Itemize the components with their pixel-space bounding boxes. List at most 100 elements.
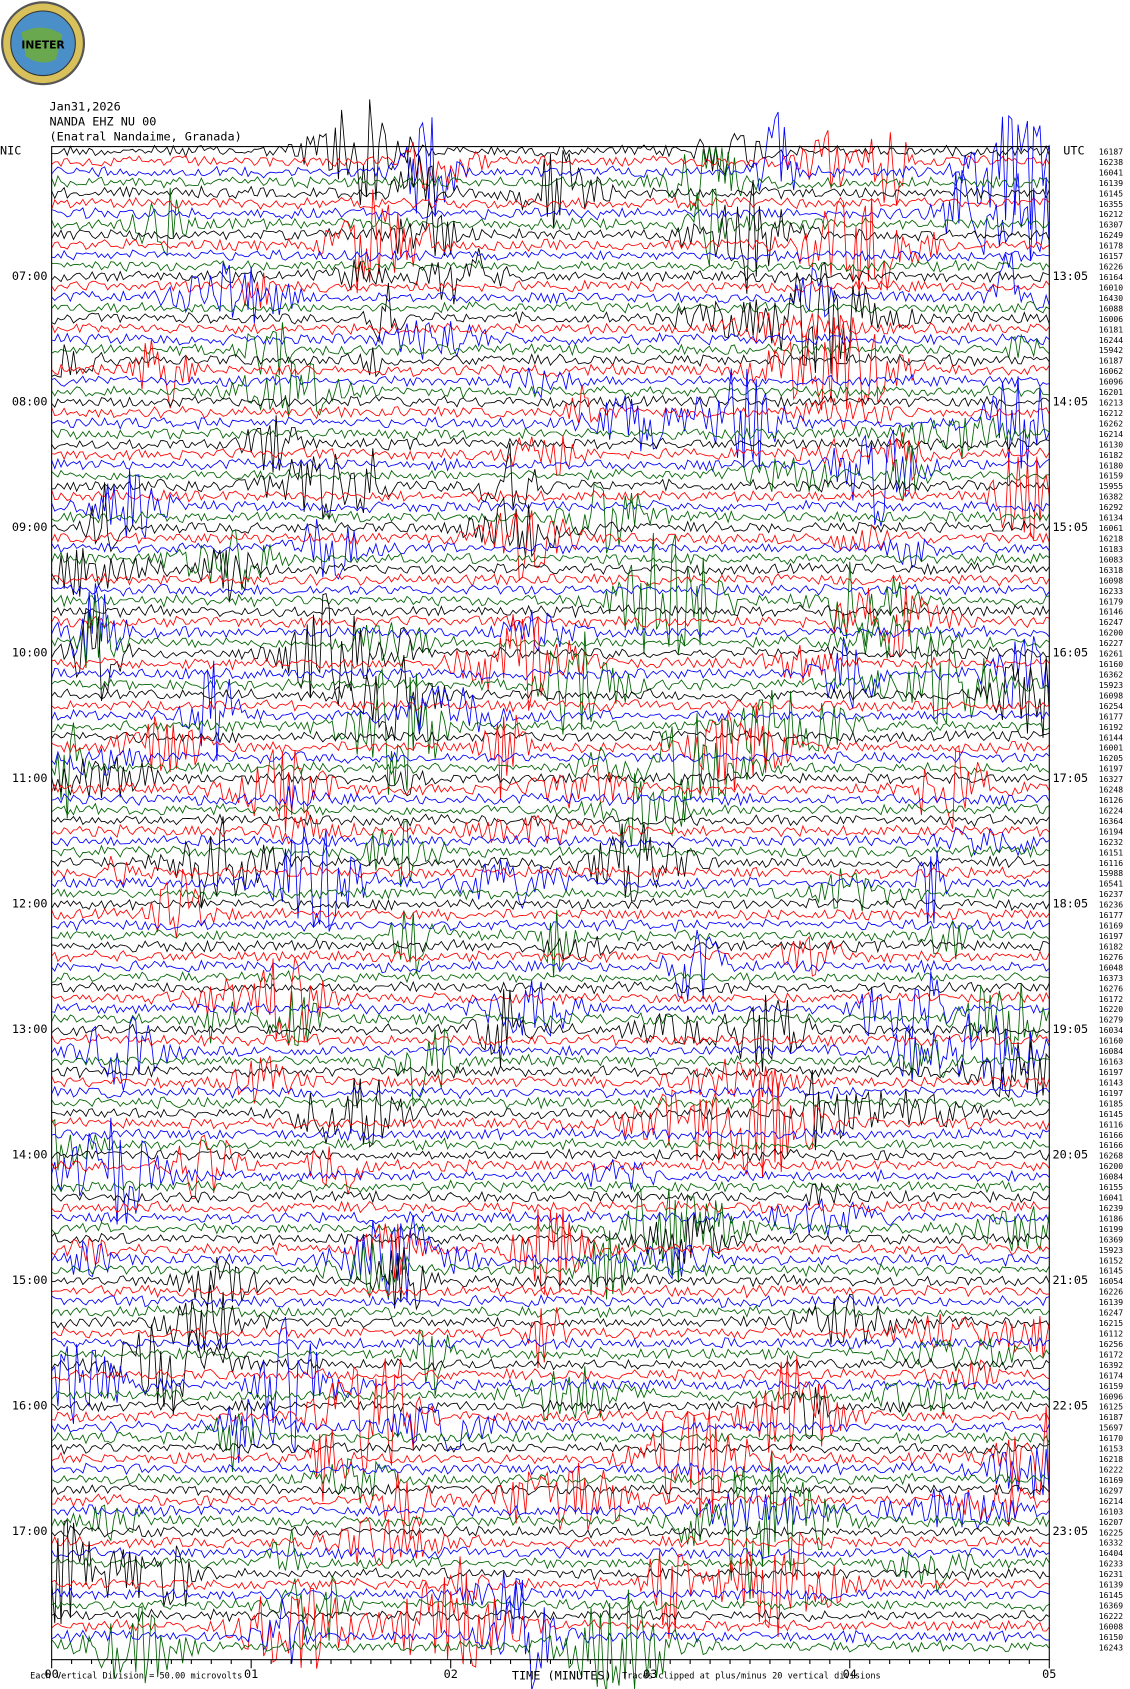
trace [51, 980, 1050, 995]
trace [51, 1316, 1050, 1453]
trace-value: 16125 [1099, 1403, 1123, 1412]
right-time-label: 17:05 [1053, 771, 1089, 785]
left-time-label: 09:00 [12, 520, 48, 534]
trace-value: 16177 [1099, 911, 1123, 920]
trace [51, 384, 1050, 431]
trace-value: 16364 [1099, 817, 1123, 826]
logo: INETER [1, 1, 86, 86]
trace-value: 16163 [1099, 1058, 1123, 1067]
trace [51, 583, 1050, 597]
trace [51, 1516, 1050, 1567]
trace [51, 936, 1050, 963]
trace [51, 1148, 1050, 1163]
trace [51, 368, 1050, 470]
right-time-label: 20:05 [1053, 1148, 1089, 1162]
trace [51, 929, 1050, 1000]
trace [51, 1070, 1050, 1151]
trace-value: 15942 [1099, 346, 1123, 355]
trace-value: 16276 [1099, 984, 1123, 993]
trace-value: 16172 [1099, 1350, 1123, 1359]
date: Jan31,2026 [50, 99, 121, 113]
trace [51, 1294, 1050, 1309]
trace-value: 16292 [1099, 503, 1123, 512]
trace-value: 16247 [1099, 618, 1123, 627]
trace-value: 16048 [1099, 963, 1123, 972]
trace [51, 344, 1050, 378]
trace [51, 1188, 1050, 1282]
right-time-label: 14:05 [1053, 394, 1089, 408]
trace [51, 360, 1050, 417]
trace [51, 1118, 1050, 1171]
trace [51, 1247, 1050, 1311]
trace [51, 1013, 1050, 1091]
trace [51, 519, 1050, 580]
trace-value: 16159 [1099, 472, 1123, 481]
trace-value: 16083 [1099, 555, 1123, 564]
trace-value: 16233 [1099, 1560, 1123, 1569]
right-time-label: 19:05 [1053, 1022, 1089, 1036]
trace [51, 529, 1050, 590]
trace-value: 16139 [1099, 179, 1123, 188]
trace [51, 747, 1050, 776]
trace [51, 469, 1050, 539]
trace-value: 16238 [1099, 158, 1123, 167]
trace [51, 1284, 1050, 1299]
trace [51, 614, 1050, 711]
trace-value: 16179 [1099, 597, 1123, 606]
trace-value: 16297 [1099, 1486, 1123, 1495]
trace-value: 16261 [1099, 650, 1123, 659]
trace-value: 16084 [1099, 1173, 1123, 1182]
trace-value: 16197 [1099, 1089, 1123, 1098]
trace-value: 16222 [1099, 1612, 1123, 1621]
trace-value: 16392 [1099, 1361, 1123, 1370]
trace [51, 248, 1050, 305]
left-time-label: 17:00 [12, 1524, 48, 1538]
trace [51, 1451, 1050, 1600]
trace-value: 16041 [1099, 168, 1123, 177]
right-time-label: 16:05 [1053, 646, 1089, 660]
trace [51, 1208, 1050, 1296]
trace-value: 16155 [1099, 1183, 1123, 1192]
trace [51, 1055, 1050, 1104]
trace-value: 16244 [1099, 336, 1123, 345]
traces [51, 99, 1050, 1689]
trace [51, 636, 1050, 710]
trace-value: 16382 [1099, 493, 1123, 502]
trace-value: 16170 [1099, 1434, 1123, 1443]
trace [51, 1366, 1050, 1421]
trace-value: 16096 [1099, 1392, 1123, 1401]
trace [51, 533, 1050, 655]
clip-note: Traces clipped at plus/minus 20 vertical… [622, 1671, 881, 1681]
trace [51, 909, 1050, 977]
left-time-label: 11:00 [12, 771, 48, 785]
trace-value: 16239 [1099, 1204, 1123, 1213]
trace-value: 16139 [1099, 1581, 1123, 1590]
trace-value: 16098 [1099, 691, 1123, 700]
trace-value: 16134 [1099, 514, 1123, 523]
trace [51, 1181, 1050, 1206]
trace [51, 320, 1050, 360]
trace [51, 1355, 1050, 1475]
trace-value: 16174 [1099, 1371, 1123, 1380]
trace-value: 16226 [1099, 263, 1123, 272]
x-tick-label: 04 [843, 1667, 857, 1681]
right-time-label: 21:05 [1053, 1273, 1089, 1287]
trace-value: 15923 [1099, 1246, 1123, 1255]
trace [51, 1324, 1050, 1415]
trace-value: 16183 [1099, 545, 1123, 554]
trace-value: 16145 [1099, 1267, 1123, 1276]
trace-value: 16145 [1099, 189, 1123, 198]
trace-value: 16199 [1099, 1225, 1123, 1234]
trace-value: 16186 [1099, 1214, 1123, 1223]
trace [51, 1413, 1050, 1472]
right-time-label: 23:05 [1053, 1524, 1089, 1538]
trace-value: 16268 [1099, 1152, 1123, 1161]
trace-value: 16362 [1099, 671, 1123, 680]
trace-value: 16187 [1099, 1413, 1123, 1422]
trace-value: 16212 [1099, 210, 1123, 219]
trace [51, 111, 1050, 230]
trace-value: 16218 [1099, 535, 1123, 544]
trace-value: 16041 [1099, 1194, 1123, 1203]
trace-value: 16084 [1099, 1047, 1123, 1056]
